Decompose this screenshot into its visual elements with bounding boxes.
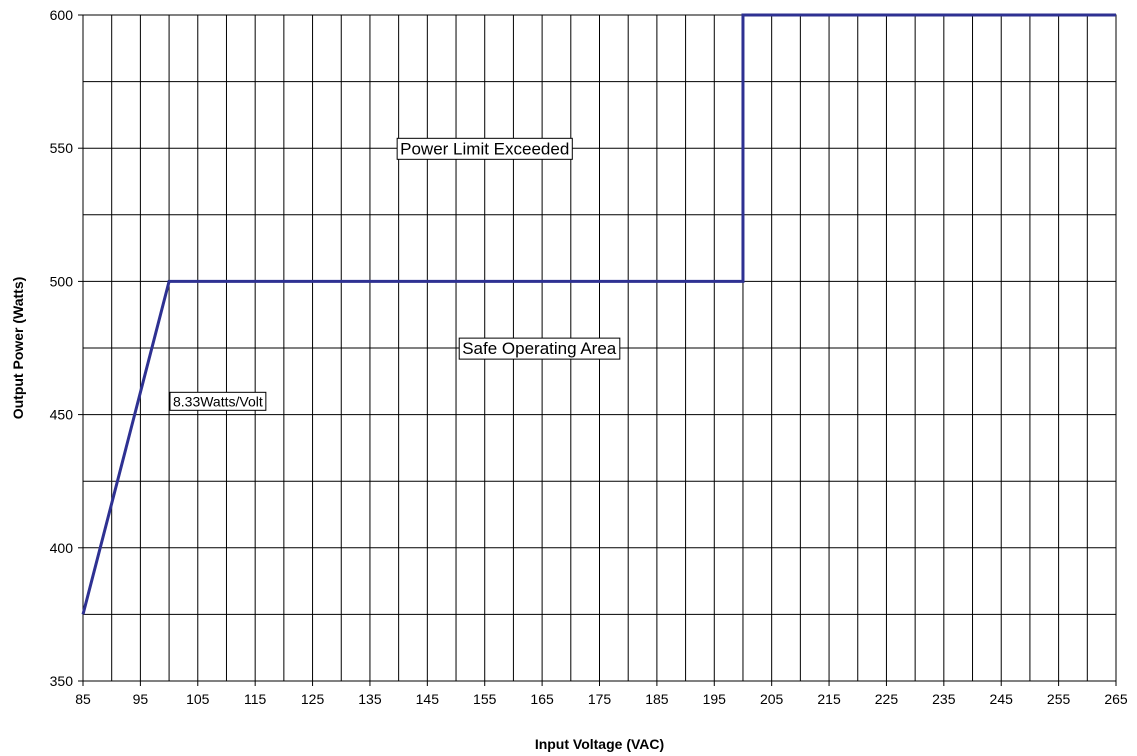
x-tick-label: 95 [133, 691, 149, 707]
annotation-box [169, 391, 267, 411]
series-layer [81, 13, 1116, 615]
x-tick-label: 155 [473, 691, 497, 707]
y-tick-label: 550 [50, 140, 74, 156]
y-tick-label: 600 [50, 7, 74, 23]
x-tick-label: 175 [588, 691, 612, 707]
x-tick-label: 195 [703, 691, 727, 707]
x-tick-label: 265 [1104, 691, 1128, 707]
y-axis: 350 400 450 500 550 600 [50, 7, 83, 689]
x-tick-label: 115 [244, 691, 267, 707]
x-tick-label: 255 [1047, 691, 1071, 707]
annotation-label: Safe Operating Area [462, 339, 617, 358]
x-tick-label: 105 [186, 691, 210, 707]
annotation: Safe Operating Area [458, 337, 621, 360]
x-tick-label: 235 [932, 691, 956, 707]
x-tick-label: 125 [301, 691, 325, 707]
annotations: Power Limit Exceeded Safe Operating Area 8… [169, 137, 621, 411]
x-tick-label: 135 [358, 691, 382, 707]
x-tick-label: 185 [645, 691, 669, 707]
grid [83, 15, 1116, 681]
power-limit-line [81, 13, 1116, 615]
x-axis: 85 95 105 115 125 135 145 155 165 175 185 195 205 215… [75, 681, 1128, 707]
annotation-label: Power Limit Exceeded [400, 139, 569, 158]
y-tick-label: 400 [50, 540, 74, 556]
annotation: Power Limit Exceeded [396, 137, 573, 160]
y-tick-label: 350 [50, 673, 74, 689]
y-axis-title: Output Power (Watts) [10, 277, 26, 420]
x-tick-label: 215 [817, 691, 841, 707]
x-tick-label: 225 [875, 691, 899, 707]
annotation-box [396, 137, 573, 160]
annotation-label: 8.33Watts/Volt [173, 393, 263, 409]
x-tick-label: 165 [530, 691, 554, 707]
x-axis-title: Input Voltage (VAC) [535, 736, 664, 752]
annotation-box [458, 337, 621, 360]
x-tick-label: 245 [990, 691, 1014, 707]
y-tick-label: 500 [50, 273, 74, 289]
y-tick-label: 450 [50, 407, 74, 423]
x-tick-label: 85 [75, 691, 91, 707]
annotation: 8.33Watts/Volt [169, 391, 267, 411]
x-tick-label: 145 [416, 691, 440, 707]
x-tick-label: 205 [760, 691, 784, 707]
